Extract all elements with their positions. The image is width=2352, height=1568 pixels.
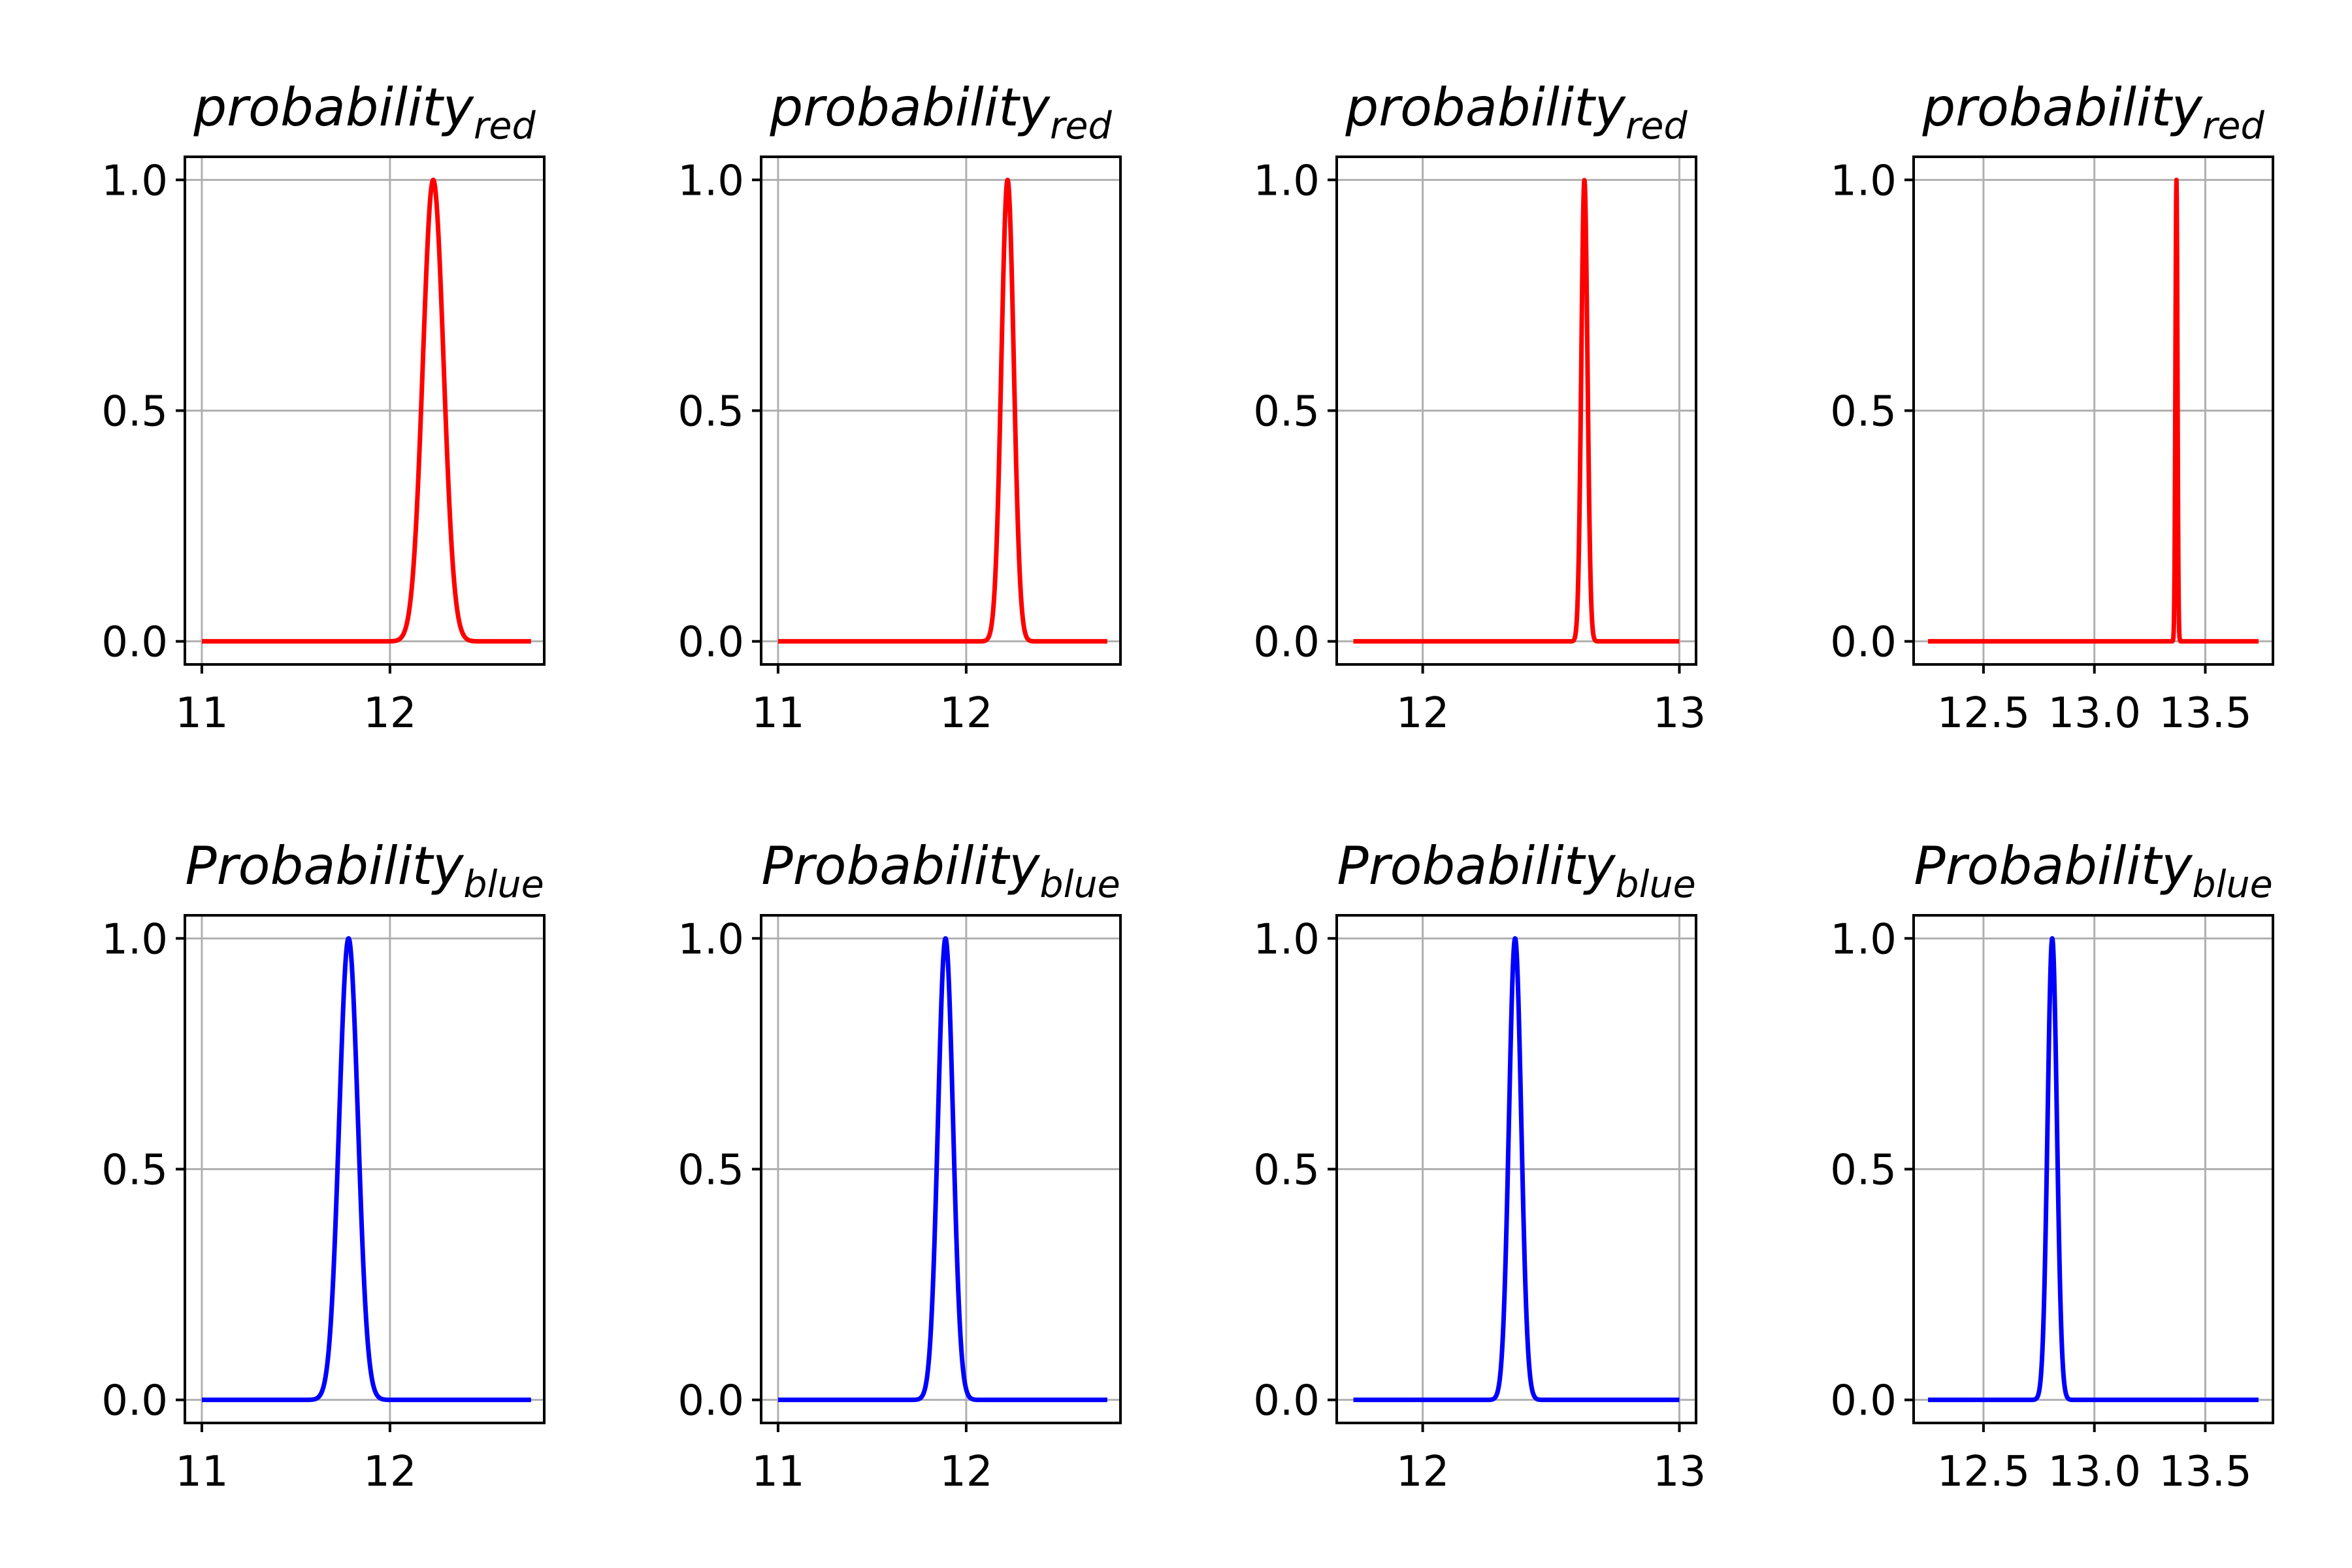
x-tick-label: 13.0 <box>2048 689 2141 738</box>
subplot-1-1: 11 12 0.0 0.5 1.0 probabilityred <box>101 77 546 738</box>
subplot-title-subscript: blue <box>463 863 544 906</box>
subplot-title-main: Probability <box>1337 836 1616 896</box>
y-tick-label: 1.0 <box>1253 915 1320 964</box>
subplot-title: probabilityred <box>769 77 1112 148</box>
x-tick-label: 13 <box>1653 689 1706 738</box>
subplot-title: Probabilityblue <box>1914 836 2272 906</box>
x-tick-label: 11 <box>175 689 228 738</box>
y-tick-label: 0.5 <box>101 1147 168 1195</box>
subplot-title-main: probability <box>1345 77 1626 138</box>
subplot-2-2: 11 12 0.0 0.5 1.0 Probabilityblue <box>678 836 1122 1496</box>
subplot-title-subscript: red <box>1050 105 1113 148</box>
y-tick-label: 0.0 <box>101 619 168 667</box>
subplot-title: probabilityred <box>193 77 536 148</box>
y-tick-label: 1.0 <box>1830 157 1897 205</box>
x-tick-label: 12 <box>363 1448 416 1496</box>
subplot-title-main: probability <box>193 77 474 138</box>
x-tick-label: 13 <box>1653 1448 1706 1496</box>
subplot-title-main: Probability <box>185 836 465 896</box>
y-tick-label: 0.0 <box>1830 619 1897 667</box>
x-tick-label: 13.0 <box>2048 1448 2141 1496</box>
x-tick-label: 12 <box>939 1448 992 1496</box>
subplot-title: probabilityred <box>1921 77 2264 148</box>
y-tick-label: 0.0 <box>101 1377 168 1426</box>
series-line <box>1351 936 1682 1403</box>
y-tick-label: 1.0 <box>101 157 168 205</box>
subplot-title: Probabilityblue <box>185 836 544 906</box>
y-tick-label: 0.5 <box>678 388 744 436</box>
y-tick-label: 0.5 <box>101 388 168 436</box>
y-tick-label: 1.0 <box>678 915 744 964</box>
subplot-title-main: Probability <box>761 836 1041 896</box>
y-tick-label: 0.0 <box>1830 1377 1897 1426</box>
y-tick-label: 1.0 <box>1253 157 1320 205</box>
subplot-title-subscript: blue <box>1615 863 1695 906</box>
subplot-title-main: probability <box>1921 77 2203 138</box>
x-tick-label: 12 <box>1396 689 1449 738</box>
y-tick-label: 0.0 <box>678 619 744 667</box>
subplot-2-4: 12.5 13.0 13.5 0.0 0.5 1.0 Probabilityblue <box>1830 836 2274 1496</box>
subplot-title-main: Probability <box>1914 836 2193 896</box>
y-tick-label: 0.0 <box>1253 619 1320 667</box>
x-tick-label: 13.5 <box>2159 689 2252 738</box>
series-line <box>776 177 1109 644</box>
y-tick-label: 0.5 <box>678 1147 744 1195</box>
y-tick-label: 0.5 <box>1830 1147 1897 1195</box>
series-line <box>776 936 1109 1403</box>
y-tick-label: 0.5 <box>1253 388 1320 436</box>
x-tick-label: 11 <box>175 1448 228 1496</box>
subplot-title: probabilityred <box>1345 77 1688 148</box>
y-tick-label: 0.5 <box>1830 388 1897 436</box>
subplot-title-subscript: blue <box>1039 863 1120 906</box>
subplot-title-subscript: red <box>2202 105 2265 148</box>
x-tick-label: 13.5 <box>2159 1448 2252 1496</box>
x-tick-label: 11 <box>751 689 804 738</box>
subplot-title-subscript: blue <box>2192 863 2272 906</box>
subplot-1-2: 11 12 0.0 0.5 1.0 probabilityred <box>678 77 1122 738</box>
subplot-1-4: 12.5 13.0 13.5 0.0 0.5 1.0 probabilityred <box>1830 77 2274 738</box>
x-tick-label: 12.5 <box>1937 689 2031 738</box>
subplot-2-1: 11 12 0.0 0.5 1.0 Probabilityblue <box>101 836 546 1496</box>
y-tick-label: 0.0 <box>1253 1377 1320 1426</box>
subplot-title: Probabilityblue <box>1337 836 1695 906</box>
y-tick-label: 1.0 <box>678 157 744 205</box>
series-line <box>1925 177 2261 644</box>
subplot-2-3: 12 13 0.0 0.5 1.0 Probabilityblue <box>1253 836 1706 1496</box>
subplot-1-3: 12 13 0.0 0.5 1.0 probabilityred <box>1253 77 1706 738</box>
x-tick-label: 11 <box>751 1448 804 1496</box>
x-tick-label: 12.5 <box>1937 1448 2031 1496</box>
series-line <box>1925 936 2261 1403</box>
subplot-title-subscript: red <box>474 105 536 148</box>
series-line <box>199 177 533 644</box>
x-tick-label: 12 <box>1396 1448 1449 1496</box>
y-tick-label: 1.0 <box>101 915 168 964</box>
x-tick-label: 12 <box>363 689 416 738</box>
subplot-title-subscript: red <box>1625 105 1688 148</box>
series-line <box>199 936 533 1403</box>
subplot-title-main: probability <box>769 77 1051 138</box>
x-tick-label: 12 <box>939 689 992 738</box>
y-tick-label: 1.0 <box>1830 915 1897 964</box>
subplot-title: Probabilityblue <box>761 836 1120 906</box>
y-tick-label: 0.5 <box>1253 1147 1320 1195</box>
series-line <box>1351 178 1682 644</box>
y-tick-label: 0.0 <box>678 1377 744 1426</box>
